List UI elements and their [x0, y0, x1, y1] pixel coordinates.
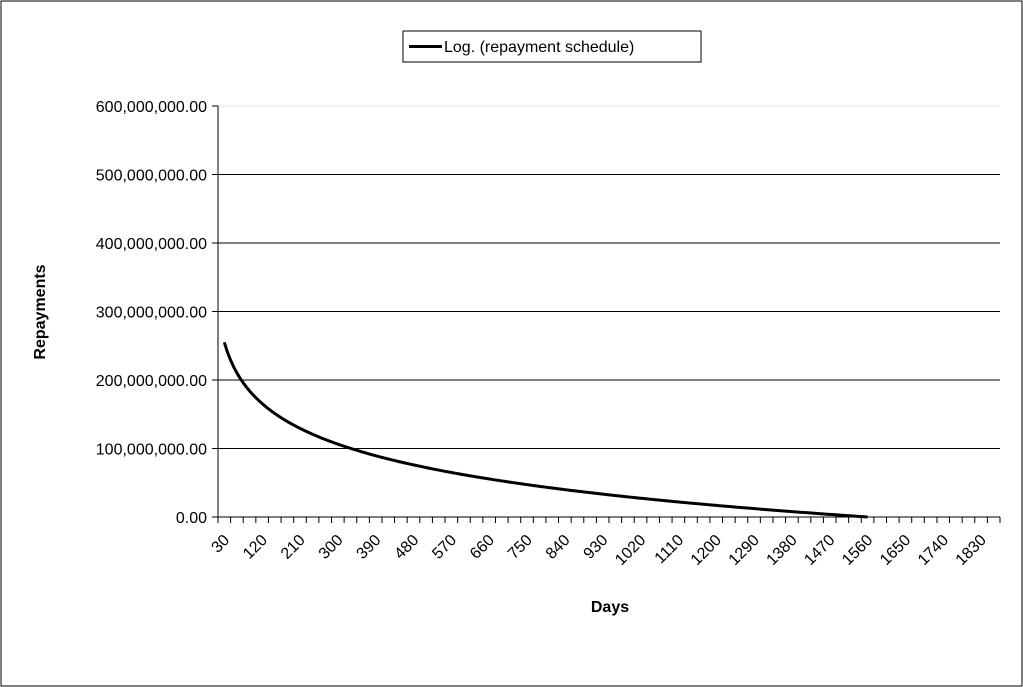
axes — [212, 105, 1001, 523]
y-tick-label: 300,000,000.00 — [96, 305, 207, 322]
x-axis-title: Days — [591, 599, 629, 616]
y-axis-title: Repayments — [32, 264, 49, 359]
legend-label: Log. (repayment schedule) — [444, 39, 634, 56]
y-tick-labels: 0.00 100,000,000.00 200,000,000.00 300,000,… — [96, 99, 207, 527]
y-tick-label: 400,000,000.00 — [96, 236, 207, 253]
y-tick-label: 500,000,000.00 — [96, 168, 207, 185]
series-layer — [222, 341, 868, 519]
y-tick-label: 0.00 — [176, 510, 207, 527]
legend: Log. (repayment schedule) — [402, 30, 702, 63]
y-tick-label: 100,000,000.00 — [96, 442, 207, 459]
y-tick-label: 200,000,000.00 — [96, 373, 207, 390]
legend-box — [402, 30, 702, 63]
y-tick-label: 600,000,000.00 — [96, 99, 207, 116]
trendline-series — [222, 341, 868, 519]
